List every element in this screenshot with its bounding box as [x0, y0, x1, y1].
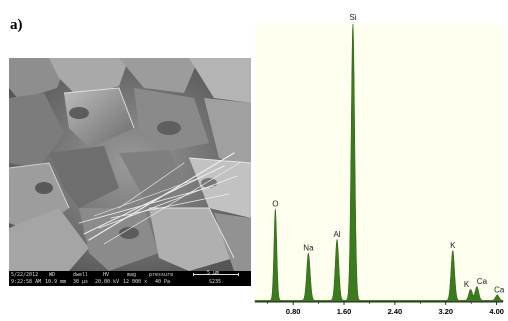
peak-label-k: K — [464, 280, 470, 289]
peak-label-ca: Ca — [494, 285, 505, 294]
sem-scale-label: 5 µm — [207, 270, 219, 277]
sem-sample-id: S235 — [209, 279, 221, 286]
sem-wd-value: 10.9 mm — [45, 279, 66, 286]
peak-label-k: K — [450, 241, 456, 250]
sem-hv-value: 20.00 kV — [95, 279, 119, 286]
peak-label-al: Al — [333, 230, 340, 239]
peak-label-ca: Ca — [477, 277, 488, 286]
sem-date: 5/22/2012 — [11, 272, 38, 279]
x-tick-label: 1.60 — [337, 307, 352, 316]
sem-dwell-label: dwell — [73, 272, 88, 279]
sem-time: 9:22:58 AM — [11, 279, 41, 286]
peak-label-o: O — [272, 199, 278, 208]
sem-mag-label: mag — [127, 272, 136, 279]
sem-info-bar: 5/22/2012 9:22:58 AM WD 10.9 mm dwell 30… — [9, 271, 251, 286]
sem-pressure-label: pressure — [149, 272, 173, 279]
panel-label-a: a) — [10, 17, 23, 34]
sem-image — [9, 58, 251, 271]
sem-wd-label: WD — [49, 272, 55, 279]
sem-pressure-value: 40 Pa — [155, 279, 170, 286]
eds-spectrum-chart: O Na Al Si K K Ca Ca 0.80 1.60 2.40 3.20 4.00 — [253, 12, 505, 317]
sem-dwell-value: 30 µs — [73, 279, 88, 286]
sem-micrograph: 5/22/2012 9:22:58 AM WD 10.9 mm dwell 30… — [9, 58, 251, 286]
x-tick-label: 0.80 — [286, 307, 301, 316]
sem-mag-value: 12 000 x — [123, 279, 147, 286]
eds-plot-area — [255, 24, 503, 302]
x-tick-label: 3.20 — [438, 307, 453, 316]
peak-label-si: Si — [349, 13, 356, 22]
x-tick-label: 4.00 — [489, 307, 504, 316]
peak-label-na: Na — [303, 244, 314, 253]
x-tick-label: 2.40 — [388, 307, 403, 316]
sem-hv-label: HV — [103, 272, 109, 279]
